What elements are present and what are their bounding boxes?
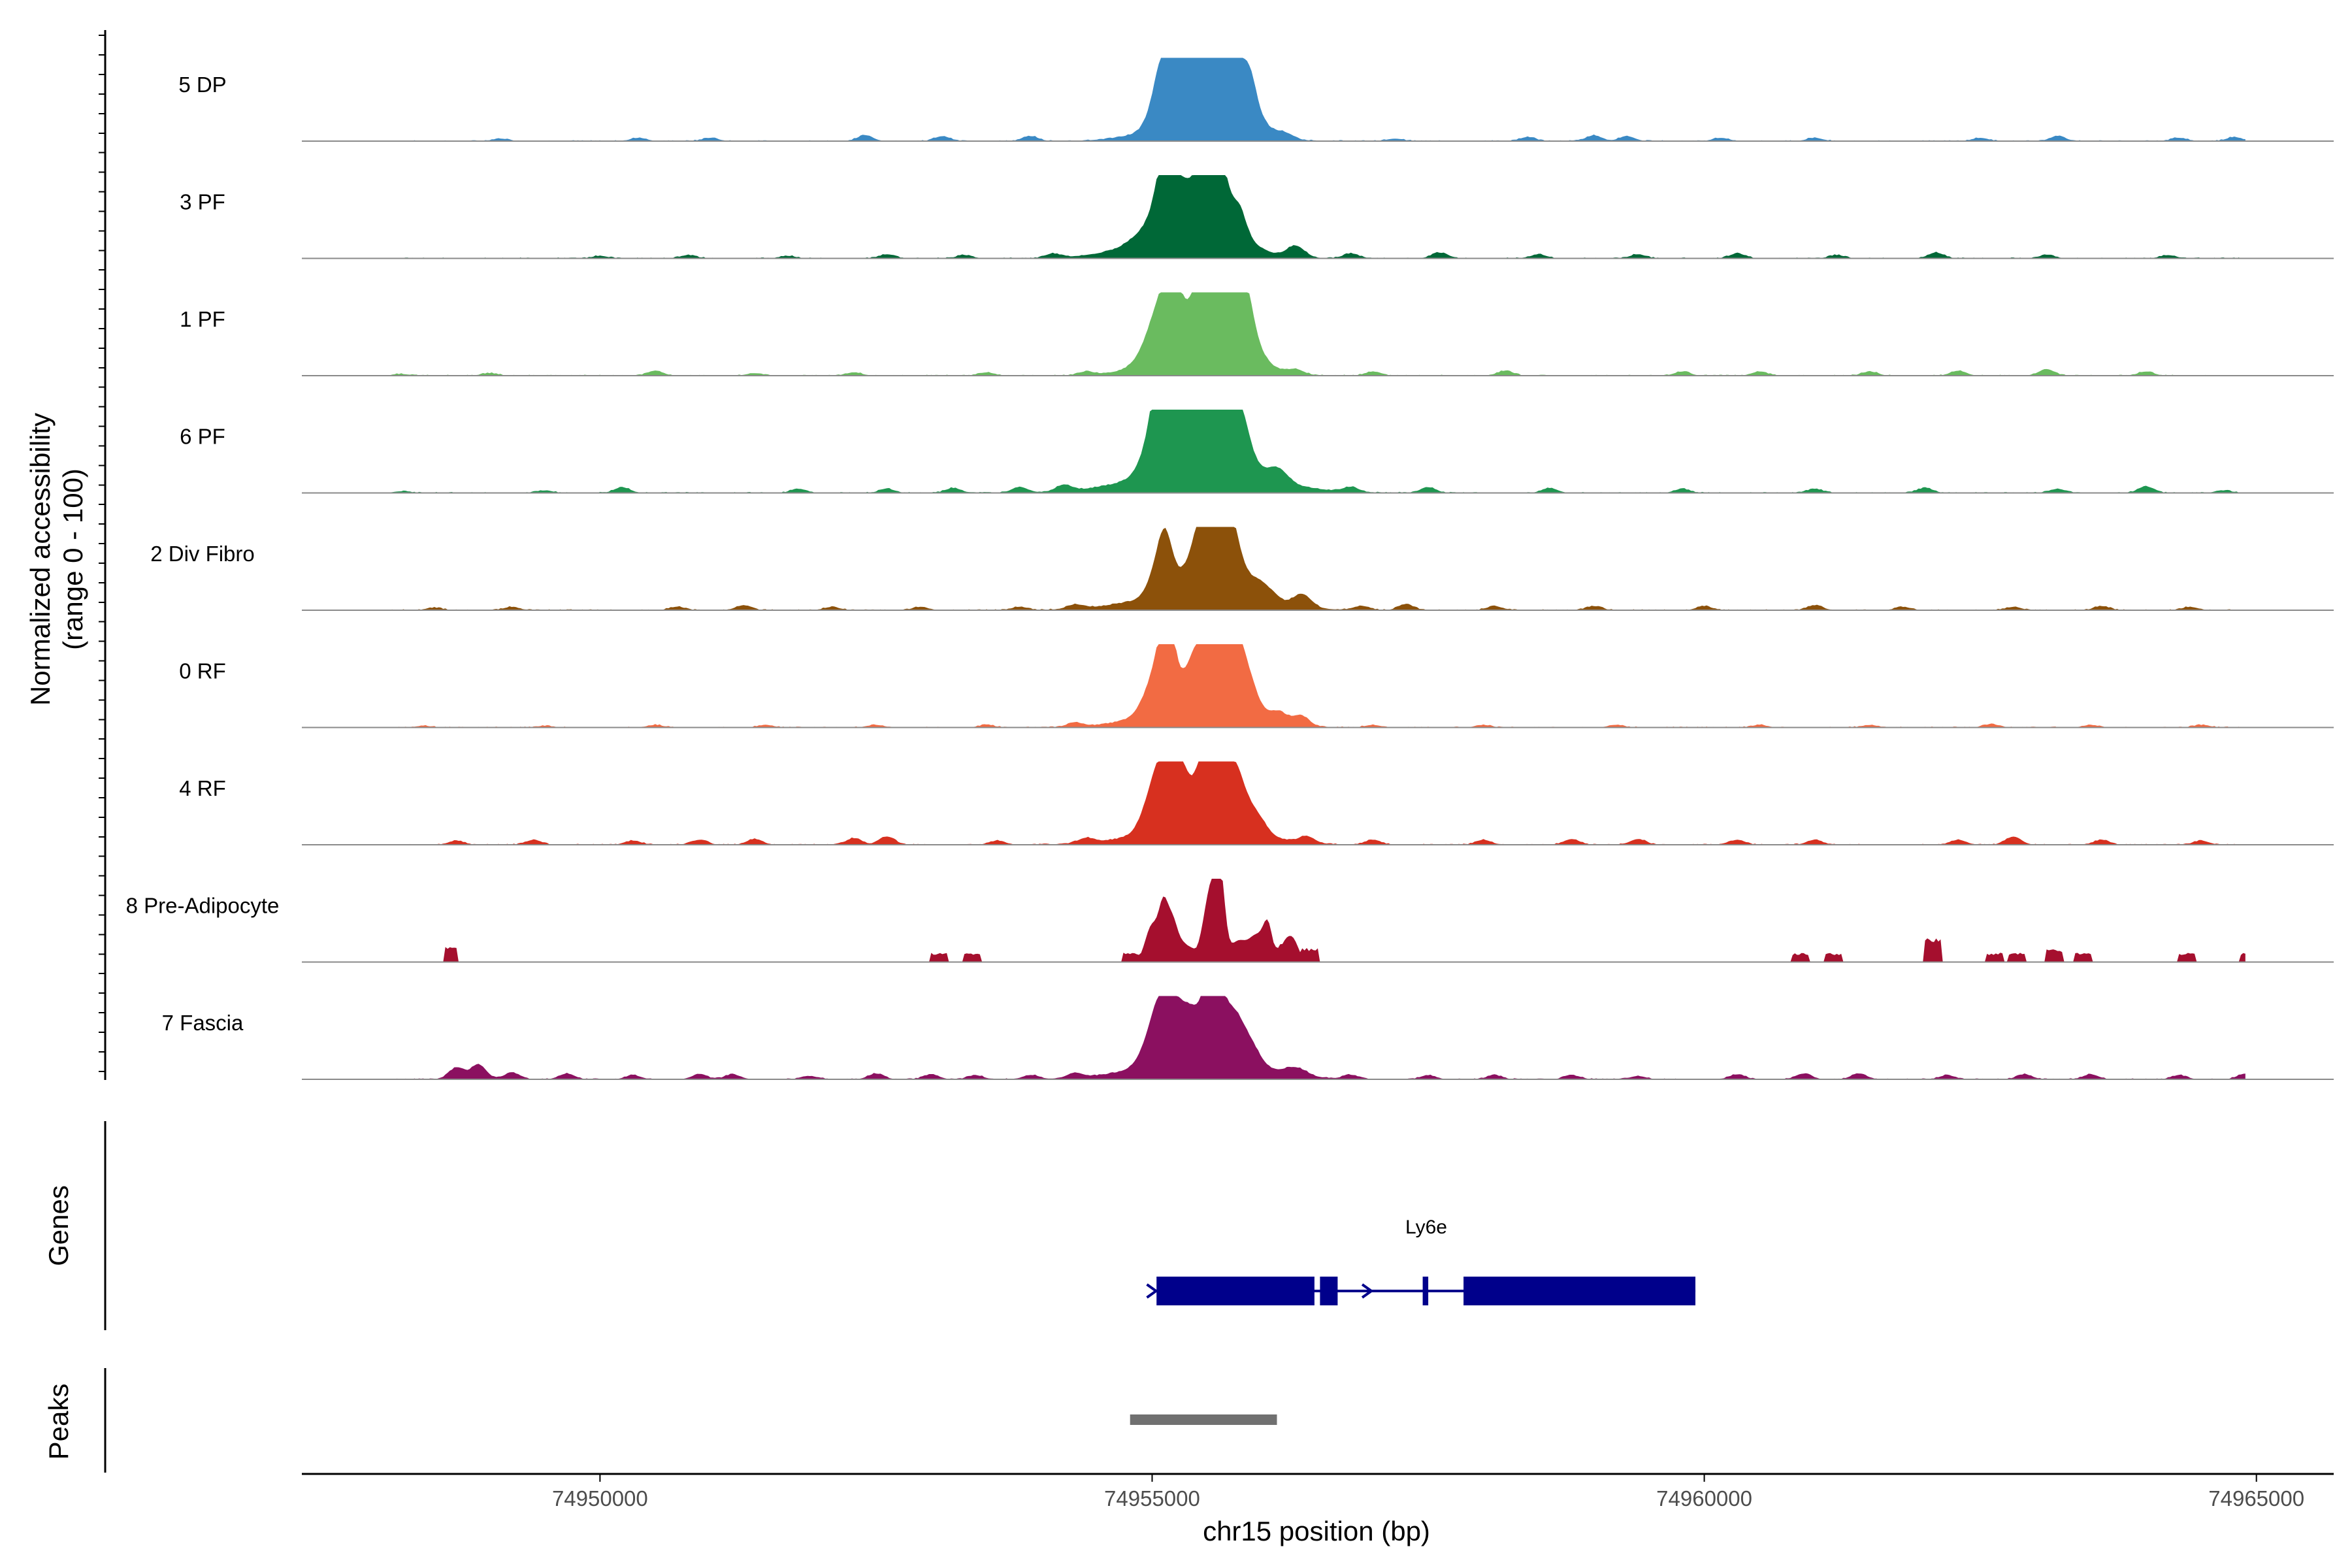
gene-exon-3 (1422, 1277, 1429, 1305)
track-0-rf: 0 RF (179, 644, 2334, 728)
coverage-area-4-rf (390, 761, 2246, 845)
track-1-pf: 1 PF (180, 292, 2334, 376)
track-8-pre-adipocyte: 8 Pre-Adipocyte (126, 879, 2334, 963)
track-5-dp: 5 DP (178, 57, 2334, 142)
gene-strand-arrow-2 (1361, 1283, 1374, 1299)
x-axis-title: chr15 position (bp) (1203, 1516, 1430, 1546)
gene-exon-2 (1320, 1277, 1338, 1305)
track-label-8-pre-adipocyte: 8 Pre-Adipocyte (126, 894, 280, 918)
x-tick-label: 74955000 (1104, 1486, 1200, 1511)
track-label-2-div-fibro: 2 Div Fibro (150, 542, 255, 566)
gene-name-label: Ly6e (1405, 1217, 1447, 1238)
track-label-0-rf: 0 RF (179, 659, 226, 683)
track-label-3-pf: 3 PF (180, 190, 225, 214)
coverage-area-0-rf (390, 644, 2246, 728)
track-4-rf: 4 RF (179, 761, 2334, 845)
track-label-4-rf: 4 RF (179, 776, 226, 800)
peak-interval-1 (1130, 1414, 1277, 1425)
x-axis: 74950000 74955000 74960000 74965000 (302, 1473, 2334, 1511)
track-label-6-pf: 6 PF (180, 425, 225, 449)
coverage-area-6-pf (390, 410, 2246, 493)
x-tick-label: 74965000 (2208, 1486, 2304, 1511)
track-2-div-fibro: 2 Div Fibro (150, 527, 2334, 611)
peaks-track-label: Peaks (43, 1384, 74, 1460)
coverage-area-7-fascia (390, 996, 2246, 1079)
x-tick-label: 74960000 (1656, 1486, 1752, 1511)
genes-track-label: Genes (43, 1185, 74, 1266)
coverage-area-5-dp (390, 57, 2246, 141)
genes-panel (104, 1121, 1696, 1330)
track-3-pf: 3 PF (180, 175, 2334, 259)
coverage-y-axis (99, 30, 106, 1080)
coverage-area-2-div-fibro (390, 527, 2246, 610)
track-label-1-pf: 1 PF (180, 307, 225, 331)
gene-exon-1 (1156, 1277, 1315, 1305)
gene-exon-4 (1463, 1277, 1695, 1305)
track-7-fascia: 7 Fascia (162, 996, 2334, 1080)
coverage-area-3-pf (390, 175, 2246, 259)
peaks-panel (104, 1368, 1277, 1473)
coverage-panel: 5 DP 3 PF 1 PF 6 PF 2 Div Fibro 0 RF 4 RF 8 Pre… (99, 30, 2334, 1080)
track-label-7-fascia: 7 Fascia (162, 1011, 244, 1035)
x-tick-label: 74950000 (552, 1486, 648, 1511)
y-axis-title-line1: Normalized accessibility (25, 413, 56, 706)
coverage-area-1-pf (390, 292, 2246, 376)
y-axis-title-line2: (range 0 - 100) (57, 468, 88, 650)
coverage-area-8-pre-adipocyte (390, 879, 2246, 962)
gene-strand-arrow-1 (1146, 1283, 1158, 1299)
track-label-5-dp: 5 DP (178, 73, 226, 97)
track-6-pf: 6 PF (180, 410, 2334, 494)
